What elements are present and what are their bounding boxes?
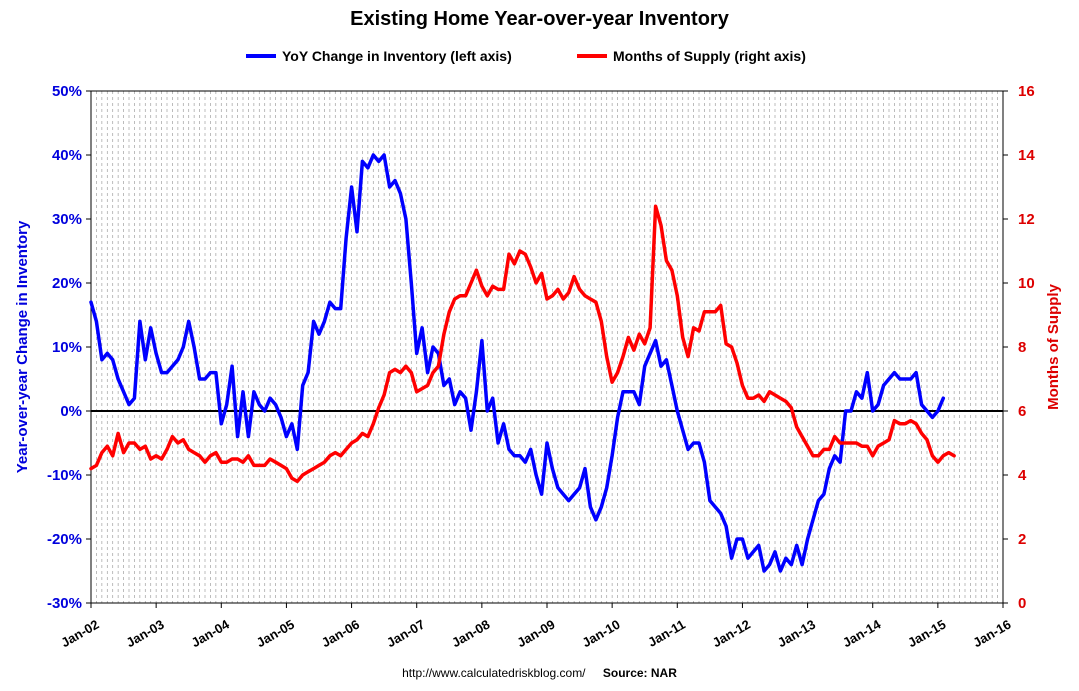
series-layer xyxy=(89,153,956,573)
legend-swatch-blue xyxy=(246,54,276,58)
right-tick-label: 12 xyxy=(1018,211,1035,228)
x-tick-label: Jan-12 xyxy=(710,617,753,651)
x-tick-label: Jan-11 xyxy=(645,617,688,650)
x-tick-label: Jan-10 xyxy=(579,617,622,651)
right-tick-label: 16 xyxy=(1018,83,1035,100)
left-tick-label: 10% xyxy=(52,339,82,356)
right-tick-label: 0 xyxy=(1018,595,1026,612)
left-tick-label: 30% xyxy=(52,211,82,228)
left-tick-label: 0% xyxy=(60,403,82,420)
source-url: http://www.calculatedriskblog.com/ xyxy=(402,666,586,680)
source-label: Source: NAR xyxy=(602,666,677,680)
grid-layer xyxy=(96,91,998,603)
x-tick-label: Jan-04 xyxy=(189,616,233,650)
chart-legend: YoY Change in Inventory (left axis) Mont… xyxy=(0,48,1079,70)
x-tick-label: Jan-13 xyxy=(775,617,818,651)
left-tick-label: 40% xyxy=(52,147,82,164)
source-footer: http://www.calculatedriskblog.com/ Sourc… xyxy=(0,666,1079,680)
plot-frame xyxy=(90,90,1004,604)
legend-item-inventory: YoY Change in Inventory (left axis) xyxy=(246,48,512,64)
right-tick-label: 6 xyxy=(1018,403,1026,420)
chart-title: Existing Home Year-over-year Inventory xyxy=(350,8,729,30)
series-line-supply xyxy=(89,204,956,484)
x-tick-label: Jan-16 xyxy=(970,617,1013,651)
axes-layer: -30% -20% -10% 0% 10% 20% 30% 40% 50% 0 2 4 6 8 10 12 14… xyxy=(47,83,1035,650)
left-tick-label: 20% xyxy=(52,275,82,292)
right-tick-label: 8 xyxy=(1018,339,1026,356)
left-tick-label: -30% xyxy=(47,595,82,612)
x-tick-label: Jan-14 xyxy=(840,616,884,650)
x-tick-label: Jan-07 xyxy=(384,617,427,651)
left-tick-label: -10% xyxy=(47,467,82,484)
y-axis-label-left: Year-over-year Change in Inventory xyxy=(14,220,31,473)
right-tick-label: 14 xyxy=(1018,147,1035,164)
x-tick-label: Jan-02 xyxy=(58,617,101,651)
left-tick-label: -20% xyxy=(47,531,82,548)
legend-label-supply: Months of Supply (right axis) xyxy=(613,48,806,64)
x-tick-label: Jan-08 xyxy=(449,617,492,651)
legend-swatch-red xyxy=(577,54,607,58)
series-line-inventory xyxy=(89,153,946,573)
x-tick-label: Jan-09 xyxy=(514,617,557,651)
x-tick-label: Jan-03 xyxy=(123,617,166,651)
legend-label-inventory: YoY Change in Inventory (left axis) xyxy=(282,48,512,64)
right-tick-label: 10 xyxy=(1018,275,1035,292)
left-tick-label: 50% xyxy=(52,83,82,100)
y-axis-label-right: Months of Supply xyxy=(1045,283,1062,409)
legend-item-supply: Months of Supply (right axis) xyxy=(577,48,806,64)
x-tick-label: Jan-05 xyxy=(254,617,297,651)
right-tick-label: 4 xyxy=(1018,467,1027,484)
right-tick-label: 2 xyxy=(1018,531,1026,548)
x-tick-label: Jan-15 xyxy=(905,617,948,651)
x-tick-label: Jan-06 xyxy=(319,617,362,651)
